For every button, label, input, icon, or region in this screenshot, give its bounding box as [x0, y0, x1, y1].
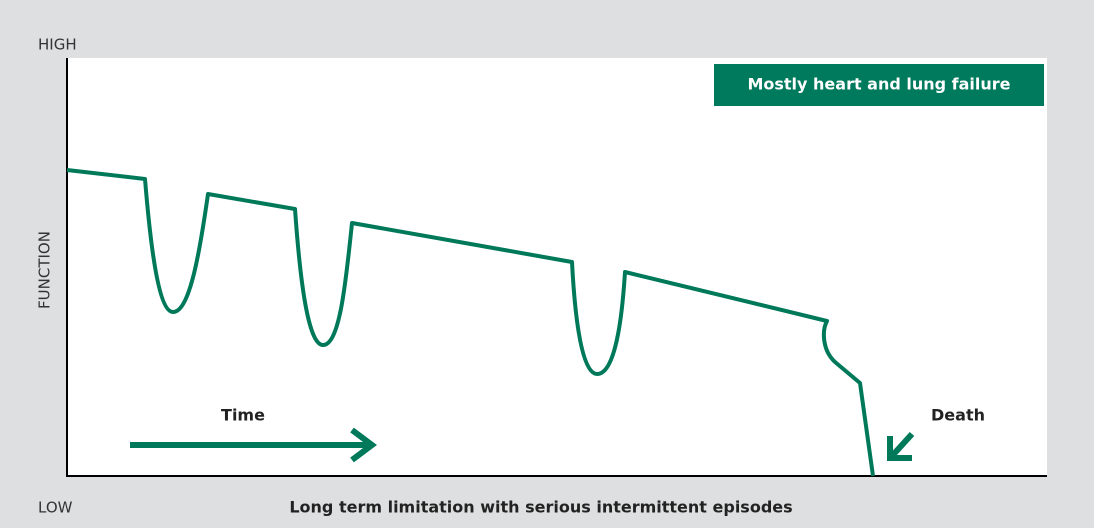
y-axis-label: FUNCTION [36, 231, 54, 309]
legend-text: Mostly heart and lung failure [747, 75, 1010, 94]
legend-box [714, 64, 1044, 106]
low-label: LOW [38, 499, 73, 517]
axes [66, 58, 1047, 477]
high-label: HIGH [38, 36, 77, 54]
death-arrow [887, 431, 915, 461]
time-label: Time [221, 406, 265, 425]
time-arrow [130, 427, 377, 463]
trajectory-curve [66, 168, 875, 477]
caption: Long term limitation with serious interm… [289, 498, 792, 517]
plot-area [67, 58, 1047, 476]
death-label: Death [931, 406, 985, 425]
